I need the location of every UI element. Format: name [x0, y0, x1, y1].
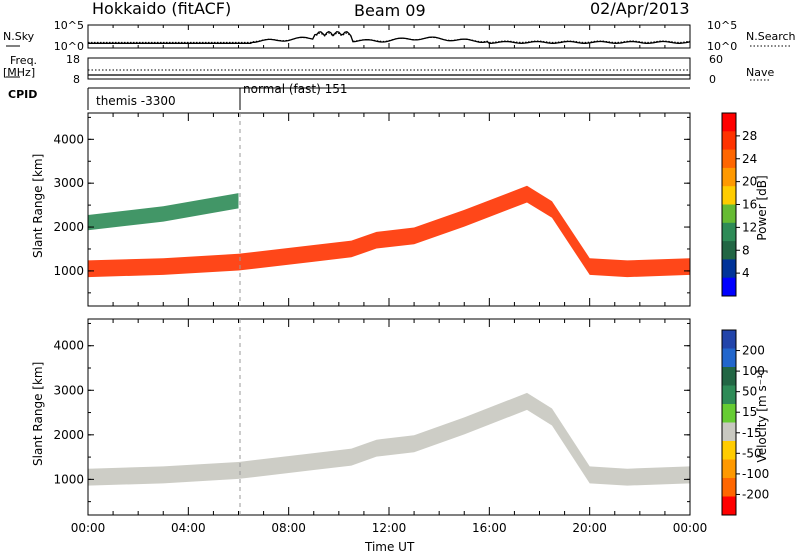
- velocity-echo-band: [88, 392, 690, 486]
- colorbar-segment: [722, 149, 736, 169]
- velocity-panel: 1000 2000 3000 4000 00:00 04:00 08:00 12:00 16:…: [53, 318, 708, 535]
- colorbar-tick-label: 8: [742, 243, 750, 257]
- colorbar-tick-label: 200: [742, 344, 765, 358]
- colorbar-segment: [722, 367, 736, 386]
- colorbar-tick-label: 100: [742, 364, 765, 378]
- colorbar-segment: [722, 259, 736, 279]
- xtick-label: 16:00: [472, 521, 507, 535]
- colorbar-tick-label: 20: [742, 175, 757, 189]
- date-title: 02/Apr/2013: [590, 0, 690, 18]
- mode-label-normal: normal (fast) 151: [243, 82, 348, 96]
- colorbar-tick-label: 16: [742, 198, 757, 212]
- colorbar-segment: [722, 422, 736, 442]
- velocity-colorbar: 200 100 50 15 -15 -50 -100 -200: [721, 329, 769, 516]
- freq-unit: [MHz]: [3, 66, 36, 79]
- colorbar-tick-label: 15: [742, 405, 757, 419]
- colorbar-tick-label: 28: [742, 129, 757, 143]
- nsky-tick-left-bottom: 10^0: [54, 40, 84, 53]
- nsky-tick-right-top: 10^5: [707, 19, 737, 32]
- colorbar-segment: [722, 478, 736, 497]
- nsky-label: N.Sky: [3, 30, 35, 43]
- nsky-tick-right-bottom: 10^0: [707, 40, 737, 53]
- xtick-label: 08:00: [271, 521, 306, 535]
- mode-label-themis: themis -3300: [96, 94, 176, 108]
- colorbar-segment: [722, 222, 736, 242]
- colorbar-segment: [722, 459, 736, 479]
- xtick-label: 00:00: [673, 521, 708, 535]
- nave-label: Nave: [746, 66, 775, 79]
- colorbar-segment: [722, 204, 736, 224]
- colorbar-segment: [722, 441, 736, 460]
- nsky-panel: [6, 24, 790, 49]
- xtick-label: 20:00: [572, 521, 607, 535]
- nsearch-trace: [88, 32, 691, 43]
- nave-tick-bottom: 0: [709, 73, 716, 86]
- power-colorbar: 28 24 20 16 12 8 4: [721, 112, 757, 297]
- velocity-ytick-label: 2000: [53, 428, 84, 442]
- colorbar-segment: [722, 186, 736, 205]
- velocity-ytick-label: 3000: [53, 383, 84, 397]
- colorbar-segment: [722, 113, 736, 132]
- nave-tick-top: 60: [709, 53, 723, 66]
- velocity-ytick-label: 1000: [53, 472, 84, 486]
- xtick-label: 00:00: [71, 521, 106, 535]
- colorbar-segment: [722, 496, 736, 516]
- power-ytick-label: 2000: [53, 220, 84, 234]
- freq-nave-panel: [6, 57, 770, 81]
- colorbar-tick-label: 12: [742, 220, 757, 234]
- colorbar-tick-label: 50: [742, 385, 757, 399]
- power-echo-band: [88, 185, 690, 278]
- colorbar-tick-label: 24: [742, 152, 757, 166]
- xtick-label: 12:00: [372, 521, 407, 535]
- colorbar-segment: [722, 385, 736, 405]
- colorbar-segment: [722, 404, 736, 423]
- power-ytick-label: 1000: [53, 264, 84, 278]
- power-ytick-label: 3000: [53, 176, 84, 190]
- colorbar-tick-label: -50: [742, 446, 762, 460]
- cpid-track: [87, 87, 690, 110]
- power-echo-band: [88, 193, 239, 231]
- colorbar-tick-label: -15: [742, 426, 762, 440]
- colorbar-tick-label: -100: [742, 467, 769, 481]
- freq-label: Freq.: [10, 54, 38, 67]
- colorbar-segment: [722, 131, 736, 151]
- colorbar-segment: [722, 167, 736, 187]
- beam-title: Beam 09: [354, 1, 426, 20]
- power-panel: 1000 2000 3000 4000: [53, 112, 691, 307]
- power-ytick-label: 4000: [53, 132, 84, 146]
- cpid-label: CPID: [8, 88, 38, 101]
- nsearch-label: N.Search: [746, 30, 796, 43]
- station-title: Hokkaido (fitACF): [92, 0, 232, 18]
- colorbar-segment: [722, 241, 736, 260]
- colorbar-segment: [722, 348, 736, 368]
- colorbar-segment: [722, 277, 736, 297]
- nsky-tick-left-top: 10^5: [54, 19, 84, 32]
- nsky-trace: [88, 30, 691, 44]
- colorbar-tick-label: -200: [742, 487, 769, 501]
- velocity-ytick-label: 4000: [53, 339, 84, 353]
- freq-tick-bottom: 8: [73, 73, 80, 86]
- xtick-label: 04:00: [171, 521, 206, 535]
- colorbar-segment: [722, 330, 736, 349]
- freq-tick-top: 18: [66, 53, 80, 66]
- x-axis-title: Time UT: [365, 540, 415, 554]
- colorbar-tick-label: 4: [742, 266, 750, 280]
